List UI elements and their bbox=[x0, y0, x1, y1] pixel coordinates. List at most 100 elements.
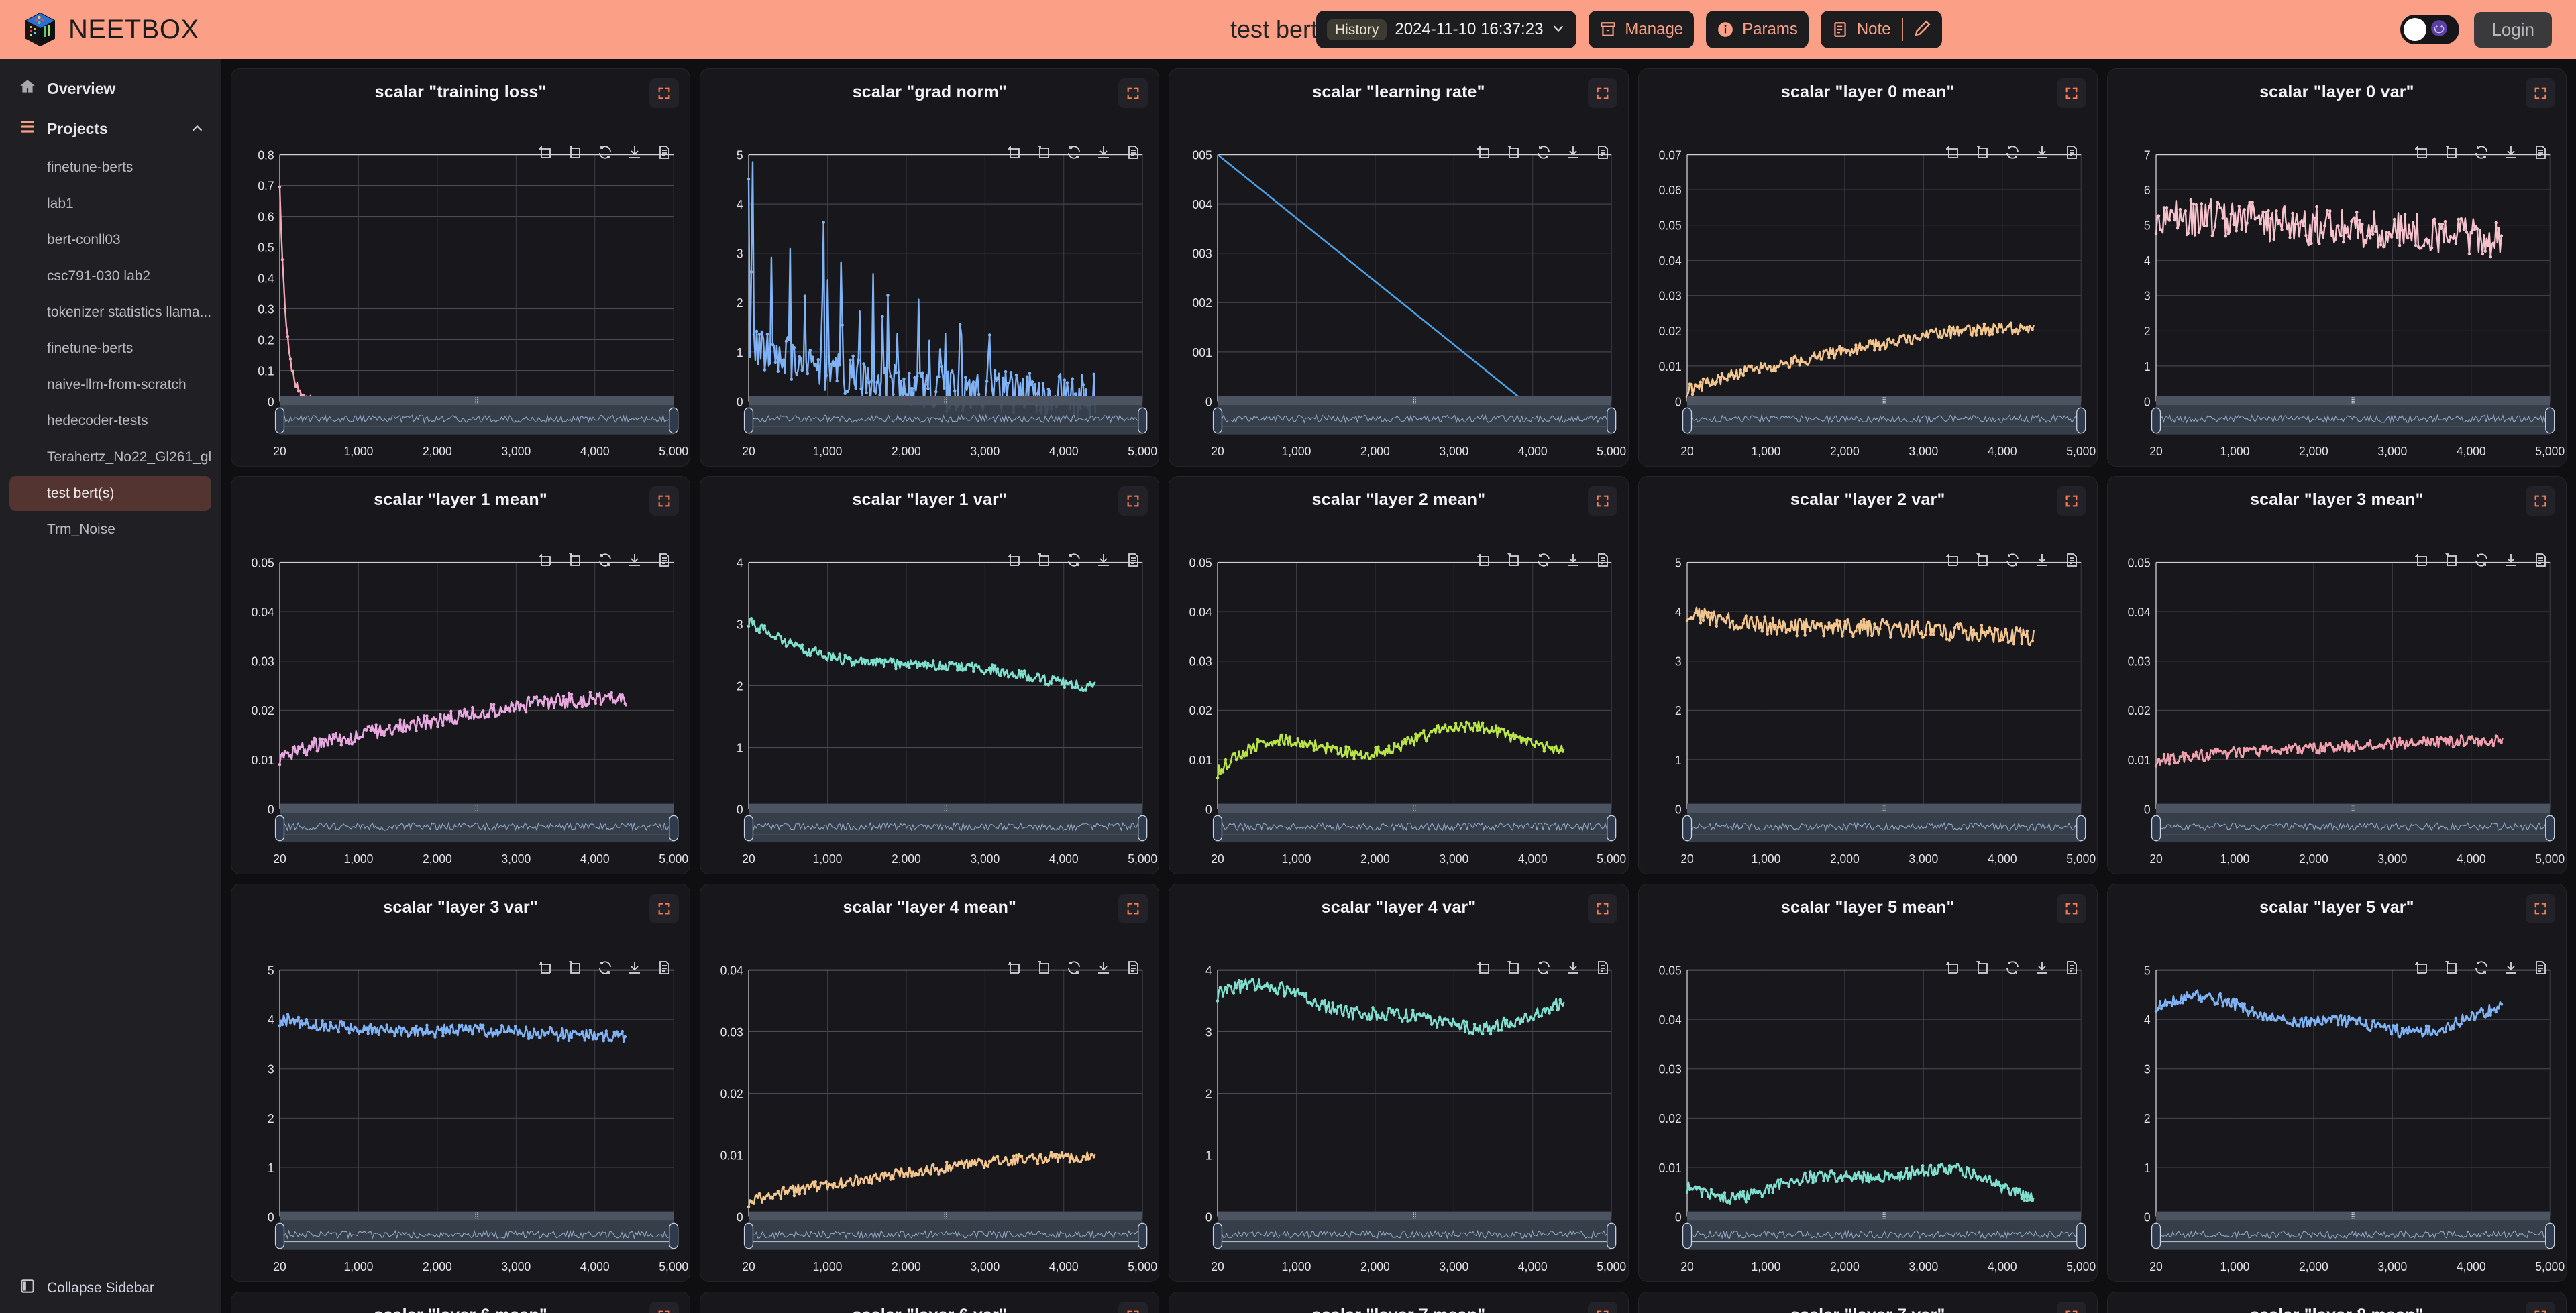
refresh-icon[interactable] bbox=[1536, 960, 1552, 976]
expand-corners-icon[interactable] bbox=[2056, 486, 2086, 516]
expand-corners-icon[interactable] bbox=[2056, 78, 2086, 108]
sidebar-project-item[interactable]: finetune-berts bbox=[47, 341, 133, 356]
expand-corners-icon[interactable] bbox=[1118, 486, 1148, 516]
download-icon[interactable] bbox=[2034, 552, 2050, 568]
sidebar-project-item[interactable]: test bert(s) bbox=[9, 476, 211, 511]
expand-corners-icon[interactable] bbox=[1118, 78, 1148, 108]
refresh-icon[interactable] bbox=[2004, 960, 2021, 976]
sidebar-project-item[interactable]: hedecoder-tests bbox=[47, 413, 148, 429]
download-icon[interactable] bbox=[1095, 144, 1112, 160]
data-view-icon[interactable] bbox=[2063, 960, 2080, 976]
restore-icon[interactable] bbox=[1036, 960, 1053, 976]
data-view-icon[interactable] bbox=[1595, 960, 1611, 976]
zoom-select-icon[interactable] bbox=[538, 552, 554, 568]
expand-corners-icon[interactable] bbox=[1118, 894, 1148, 923]
restore-icon[interactable] bbox=[1036, 144, 1053, 160]
restore-icon[interactable] bbox=[2444, 960, 2460, 976]
expand-corners-icon[interactable] bbox=[1118, 1302, 1148, 1313]
pencil-icon[interactable] bbox=[1914, 19, 1931, 40]
chevron-down-icon[interactable] bbox=[1551, 21, 1566, 39]
download-icon[interactable] bbox=[1565, 552, 1581, 568]
chart-plot[interactable]: 0.04 0.03 0.02 0.01 0 20 1,000 2,000 3,000 4,000 5… bbox=[700, 952, 1159, 1277]
download-icon[interactable] bbox=[627, 552, 643, 568]
data-view-icon[interactable] bbox=[2063, 552, 2080, 568]
restore-icon[interactable] bbox=[1036, 552, 1053, 568]
download-icon[interactable] bbox=[1095, 552, 1112, 568]
refresh-icon[interactable] bbox=[1536, 144, 1552, 160]
zoom-select-icon[interactable] bbox=[1945, 960, 1962, 976]
notebook-icon[interactable] bbox=[1831, 21, 1849, 38]
login-button[interactable]: Login bbox=[2474, 11, 2552, 48]
refresh-icon[interactable] bbox=[597, 552, 613, 568]
zoom-select-icon[interactable] bbox=[1477, 960, 1493, 976]
zoom-select-icon[interactable] bbox=[1007, 552, 1023, 568]
data-view-icon[interactable] bbox=[1595, 144, 1611, 160]
sidebar-project-item[interactable]: naive-llm-from-scratch bbox=[47, 377, 186, 392]
expand-corners-icon[interactable] bbox=[1587, 486, 1617, 516]
expand-corners-icon[interactable] bbox=[2056, 894, 2086, 923]
sidebar-project-item[interactable]: csc791-030 lab2 bbox=[47, 268, 151, 284]
data-view-icon[interactable] bbox=[656, 552, 672, 568]
zoom-select-icon[interactable] bbox=[1007, 960, 1023, 976]
refresh-icon[interactable] bbox=[2004, 144, 2021, 160]
zoom-select-icon[interactable] bbox=[1945, 552, 1962, 568]
refresh-icon[interactable] bbox=[2473, 144, 2489, 160]
sidebar-project-item[interactable]: lab1 bbox=[47, 196, 74, 211]
data-view-icon[interactable] bbox=[2063, 144, 2080, 160]
expand-corners-icon[interactable] bbox=[1587, 894, 1617, 923]
manage-button[interactable]: Manage bbox=[1589, 11, 1695, 48]
zoom-select-icon[interactable] bbox=[2414, 144, 2430, 160]
refresh-icon[interactable] bbox=[597, 960, 613, 976]
chart-plot[interactable]: 4 3 2 1 0 20 1,000 2,000 3,000 4,000 5,000 ⦙⦙ bbox=[700, 544, 1159, 870]
download-icon[interactable] bbox=[2503, 144, 2519, 160]
sidebar-project-item[interactable]: tokenizer statistics llama... bbox=[47, 304, 211, 320]
data-view-icon[interactable] bbox=[1125, 144, 1141, 160]
refresh-icon[interactable] bbox=[2473, 552, 2489, 568]
refresh-icon[interactable] bbox=[2473, 960, 2489, 976]
zoom-select-icon[interactable] bbox=[538, 144, 554, 160]
collapse-sidebar-button[interactable]: Collapse Sidebar bbox=[0, 1263, 221, 1313]
download-icon[interactable] bbox=[1095, 960, 1112, 976]
download-icon[interactable] bbox=[1565, 960, 1581, 976]
data-view-icon[interactable] bbox=[656, 960, 672, 976]
chart-plot[interactable]: 4 3 2 1 0 20 1,000 2,000 3,000 4,000 5,000 ⦙⦙ bbox=[1169, 952, 1627, 1277]
download-icon[interactable] bbox=[1565, 144, 1581, 160]
sidebar-project-item[interactable]: Terahertz_No22_Gl261_gl... bbox=[47, 449, 211, 465]
expand-corners-icon[interactable] bbox=[2526, 486, 2555, 516]
sidebar-item-projects[interactable]: Projects bbox=[0, 109, 221, 149]
restore-icon[interactable] bbox=[2444, 552, 2460, 568]
expand-corners-icon[interactable] bbox=[2526, 894, 2555, 923]
zoom-select-icon[interactable] bbox=[2414, 960, 2430, 976]
brand[interactable]: NEETBOX bbox=[0, 13, 221, 46]
chart-plot[interactable]: 005 004 003 002 001 0 20 1,000 2,000 3,000 4,000 5,… bbox=[1169, 136, 1627, 462]
chart-plot[interactable]: 0.05 0.04 0.03 0.02 0.01 0 20 1,000 2,000 3,000 4,… bbox=[1639, 952, 2097, 1277]
chart-plot[interactable]: 0.8 0.7 0.6 0.5 0.4 0.3 0.2 0.1 0 20 1,000 2,000 3,0… bbox=[231, 136, 690, 462]
chart-plot[interactable]: 5 4 3 2 1 0 20 1,000 2,000 3,000 4,000 5,000 ⦙⦙ bbox=[700, 136, 1159, 462]
download-icon[interactable] bbox=[2503, 960, 2519, 976]
zoom-select-icon[interactable] bbox=[538, 960, 554, 976]
refresh-icon[interactable] bbox=[2004, 552, 2021, 568]
expand-corners-icon[interactable] bbox=[649, 486, 680, 516]
data-view-icon[interactable] bbox=[1595, 552, 1611, 568]
data-view-icon[interactable] bbox=[1125, 552, 1141, 568]
data-view-icon[interactable] bbox=[1125, 960, 1141, 976]
chart-plot[interactable]: 7 6 5 4 3 2 1 0 20 1,000 2,000 3,000 4,000 5,000 ⦙⦙ bbox=[2108, 136, 2566, 462]
zoom-select-icon[interactable] bbox=[1477, 552, 1493, 568]
expand-corners-icon[interactable] bbox=[649, 1302, 680, 1313]
expand-corners-icon[interactable] bbox=[1587, 1302, 1617, 1313]
download-icon[interactable] bbox=[2034, 144, 2050, 160]
history-selector[interactable]: History 2024-11-10 16:37:23 bbox=[1316, 11, 1577, 48]
expand-corners-icon[interactable] bbox=[649, 894, 680, 923]
params-button[interactable]: Params bbox=[1706, 11, 1809, 48]
charts-scroll-area[interactable]: scalar "training loss" 0.8 0.7 0.6 0.5 0.4 0.3… bbox=[221, 59, 2576, 1313]
expand-corners-icon[interactable] bbox=[1587, 78, 1617, 108]
download-icon[interactable] bbox=[627, 960, 643, 976]
note-label[interactable]: Note bbox=[1856, 20, 1891, 38]
theme-toggle[interactable] bbox=[2400, 15, 2460, 44]
sidebar-project-item[interactable]: Trm_Noise bbox=[47, 522, 115, 537]
download-icon[interactable] bbox=[2503, 552, 2519, 568]
chart-plot[interactable]: 0.05 0.04 0.03 0.02 0.01 0 20 1,000 2,000 3,000 4,… bbox=[231, 544, 690, 870]
zoom-select-icon[interactable] bbox=[1477, 144, 1493, 160]
restore-icon[interactable] bbox=[1975, 144, 1991, 160]
sidebar-project-item[interactable]: finetune-berts bbox=[47, 160, 133, 175]
